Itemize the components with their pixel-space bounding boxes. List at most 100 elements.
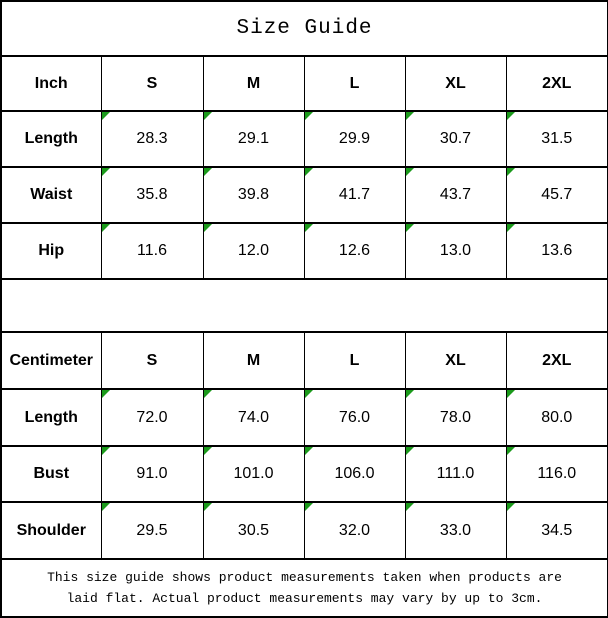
measurement-value: 31.5 bbox=[541, 130, 573, 147]
corner-marker-icon bbox=[506, 224, 515, 232]
corner-marker-icon bbox=[506, 503, 515, 511]
size-header: L bbox=[303, 55, 406, 112]
corner-marker-icon bbox=[203, 224, 212, 232]
spacer-row bbox=[0, 278, 608, 333]
measurement-value: 78.0 bbox=[439, 408, 472, 426]
measurement-cell: 34.5 bbox=[505, 501, 608, 560]
footer-note: This size guide shows product measuremen… bbox=[47, 569, 562, 606]
measurement-value: 111.0 bbox=[436, 465, 475, 482]
corner-marker-icon bbox=[101, 447, 110, 455]
measurement-value: 13.6 bbox=[541, 242, 573, 259]
corner-marker-icon bbox=[203, 168, 212, 176]
measurement-value: 43.7 bbox=[439, 186, 472, 203]
size-header: 2XL bbox=[505, 55, 608, 112]
corner-marker-icon bbox=[304, 447, 313, 455]
table-row: Length 28.3 29.1 29.9 30.7 31.5 bbox=[0, 110, 608, 168]
corner-marker-icon bbox=[405, 390, 414, 398]
corner-marker-icon bbox=[101, 503, 110, 511]
row-label: Length bbox=[0, 110, 102, 168]
measurement-value: 45.7 bbox=[541, 186, 573, 203]
corner-marker-icon bbox=[304, 390, 313, 398]
measurement-value: 116.0 bbox=[537, 465, 577, 482]
row-label: Length bbox=[0, 388, 102, 447]
corner-marker-icon bbox=[101, 168, 110, 176]
measurement-value: 34.5 bbox=[541, 521, 573, 539]
table-row: Bust 91.0 101.0 106.0 111.0 116.0 bbox=[0, 445, 608, 503]
corner-marker-icon bbox=[506, 168, 515, 176]
measurement-value: 72.0 bbox=[136, 408, 168, 426]
measurement-cell: 78.0 bbox=[404, 388, 507, 447]
measurement-value: 30.5 bbox=[237, 521, 270, 539]
corner-marker-icon bbox=[405, 168, 414, 176]
measurement-cell: 29.1 bbox=[202, 110, 305, 168]
size-header: XL bbox=[404, 331, 507, 390]
corner-marker-icon bbox=[203, 447, 212, 455]
measurement-value: 13.0 bbox=[439, 242, 472, 259]
measurement-cell: 32.0 bbox=[303, 501, 406, 560]
corner-marker-icon bbox=[203, 112, 212, 120]
measurement-value: 35.8 bbox=[136, 186, 168, 203]
size-header: M bbox=[202, 331, 305, 390]
size-header: 2XL bbox=[505, 331, 608, 390]
corner-marker-icon bbox=[405, 503, 414, 511]
measurement-value: 106.0 bbox=[334, 465, 375, 482]
measurement-value: 29.5 bbox=[136, 521, 168, 539]
measurement-value: 29.1 bbox=[237, 130, 270, 147]
size-header: M bbox=[202, 55, 305, 112]
size-header: S bbox=[100, 331, 204, 390]
corner-marker-icon bbox=[506, 447, 515, 455]
footer-note-cell: This size guide shows product measuremen… bbox=[0, 558, 608, 618]
corner-marker-icon bbox=[304, 112, 313, 120]
measurement-value: 74.0 bbox=[237, 408, 270, 426]
corner-marker-icon bbox=[203, 503, 212, 511]
corner-marker-icon bbox=[101, 224, 110, 232]
measurement-cell: 28.3 bbox=[100, 110, 204, 168]
measurement-cell: 12.6 bbox=[303, 222, 406, 280]
measurement-cell: 11.6 bbox=[100, 222, 204, 280]
unit-header-inch: Inch bbox=[0, 55, 102, 112]
measurement-value: 39.8 bbox=[237, 186, 270, 203]
measurement-cell: 111.0 bbox=[404, 445, 507, 503]
corner-marker-icon bbox=[506, 112, 515, 120]
measurement-cell: 43.7 bbox=[404, 166, 507, 224]
corner-marker-icon bbox=[304, 503, 313, 511]
measurement-cell: 13.6 bbox=[505, 222, 608, 280]
corner-marker-icon bbox=[304, 168, 313, 176]
size-header: L bbox=[303, 331, 406, 390]
measurement-cell: 39.8 bbox=[202, 166, 305, 224]
measurement-cell: 101.0 bbox=[202, 445, 305, 503]
measurement-cell: 80.0 bbox=[505, 388, 608, 447]
measurement-cell: 76.0 bbox=[303, 388, 406, 447]
measurement-value: 30.7 bbox=[439, 130, 472, 147]
measurement-cell: 91.0 bbox=[100, 445, 204, 503]
corner-marker-icon bbox=[101, 390, 110, 398]
measurement-value: 12.0 bbox=[237, 242, 270, 259]
table-row: Shoulder 29.5 30.5 32.0 33.0 34.5 bbox=[0, 501, 608, 560]
measurement-cell: 31.5 bbox=[505, 110, 608, 168]
measurement-cell: 45.7 bbox=[505, 166, 608, 224]
size-header: XL bbox=[404, 55, 507, 112]
measurement-cell: 72.0 bbox=[100, 388, 204, 447]
measurement-cell: 35.8 bbox=[100, 166, 204, 224]
measurement-value: 12.6 bbox=[338, 242, 371, 259]
measurement-cell: 41.7 bbox=[303, 166, 406, 224]
table-row: Hip 11.6 12.0 12.6 13.0 13.6 bbox=[0, 222, 608, 280]
row-label: Hip bbox=[0, 222, 102, 280]
measurement-cell: 29.5 bbox=[100, 501, 204, 560]
corner-marker-icon bbox=[506, 390, 515, 398]
corner-marker-icon bbox=[405, 224, 414, 232]
measurement-value: 29.9 bbox=[338, 130, 371, 147]
unit-header-centimeter: Centimeter bbox=[0, 331, 102, 390]
table-row: Length 72.0 74.0 76.0 78.0 80.0 bbox=[0, 388, 608, 447]
measurement-value: 11.6 bbox=[137, 242, 167, 259]
corner-marker-icon bbox=[405, 112, 414, 120]
page-title: Size Guide bbox=[0, 0, 608, 57]
row-label: Waist bbox=[0, 166, 102, 224]
measurement-value: 80.0 bbox=[541, 408, 573, 426]
measurement-value: 76.0 bbox=[338, 408, 371, 426]
size-header: S bbox=[100, 55, 204, 112]
corner-marker-icon bbox=[405, 447, 414, 455]
measurement-cell: 29.9 bbox=[303, 110, 406, 168]
